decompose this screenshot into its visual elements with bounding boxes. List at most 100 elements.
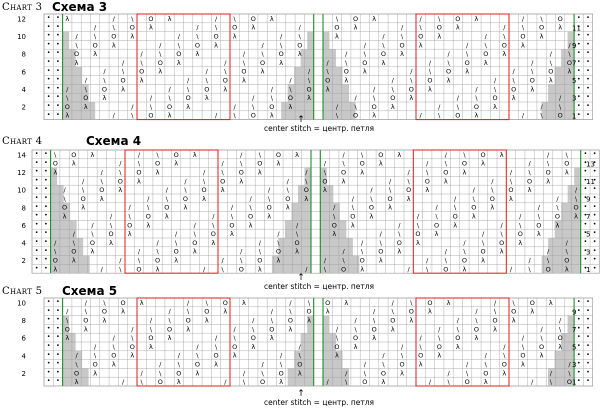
stitch-symbol: O [502,41,507,49]
stitch-symbol: O [139,68,144,76]
edge-stitch-mark: • [584,265,588,272]
stitch-symbol: O [211,230,216,238]
edge-stitch-mark: • [586,369,590,376]
stitch-symbol: \ [522,24,525,32]
stitch-symbol: λ [363,68,367,76]
row-number-even: 14 [17,151,26,159]
edge-stitch-mark: • [593,256,597,263]
stitch-symbol: λ [221,186,225,194]
edge-stitch-mark: • [44,265,48,272]
shaded-no-stitch [307,315,314,325]
stitch-symbol: \ [547,256,550,264]
edge-stitch-mark: • [584,168,588,175]
edge-stitch-mark: • [47,111,51,118]
stitch-symbol: λ [521,360,525,368]
stitch-symbol: \ [119,168,122,176]
stitch-symbol: O [279,50,284,58]
stitch-symbol: λ [481,256,485,264]
stitch-symbol: O [548,68,553,76]
edge-stitch-mark: • [44,186,48,193]
stitch-symbol: / [392,299,395,307]
stitch-symbol: \ [243,378,246,386]
stitch-symbol: / [156,239,159,247]
stitch-symbol: λ [304,195,308,203]
stitch-symbol: / [336,103,339,111]
shaded-no-stitch [574,167,581,177]
stitch-symbol: O [427,299,432,307]
stitch-symbol: \ [94,352,97,360]
stitch-symbol: / [175,230,178,238]
stitch-symbol: O [192,239,197,247]
edge-stitch-mark: • [35,194,39,201]
stitch-symbol: O [220,177,225,185]
edge-stitch-mark: • [47,334,51,341]
shaded-no-stitch [304,176,311,186]
stitch-symbol: O [155,160,160,168]
stitch-symbol: λ [379,256,383,264]
shaded-no-stitch [323,333,337,342]
stitch-symbol: O [195,360,200,368]
stitch-symbol: λ [435,230,439,238]
stitch-symbol: λ [397,151,401,159]
stitch-symbol: / [101,265,104,273]
center-label-ru: центр. петля [322,124,375,133]
stitch-symbol: \ [206,299,209,307]
stitch-symbol: \ [361,248,364,256]
row-number-even: 10 [17,33,26,41]
stitch-symbol: / [138,248,141,256]
stitch-symbol: λ [493,325,497,333]
stitch-symbol: O [118,177,123,185]
stitch-symbol: O [378,151,383,159]
stitch-symbol: O [111,352,116,360]
edge-stitch-mark: • [586,351,590,358]
stitch-symbol: λ [372,112,376,120]
stitch-symbol: λ [156,168,160,176]
stitch-symbol: / [491,177,494,185]
edge-stitch-mark: • [586,360,590,367]
row-number-odd: 5 [572,343,576,351]
stitch-symbol: \ [364,369,367,377]
stitch-symbol: / [215,15,218,23]
stitch-symbol: \ [550,378,553,386]
shaded-no-stitch [320,238,353,247]
shaded-no-stitch [567,315,575,325]
edge-stitch-mark: • [584,159,588,166]
stitch-symbol: \ [566,151,569,159]
stitch-symbol: O [306,308,311,316]
stitch-symbol: / [305,168,308,176]
stitch-symbol: λ [65,15,69,23]
shaded-no-stitch [300,49,314,58]
stitch-symbol: / [531,59,534,67]
stitch-symbol: / [336,325,339,333]
shaded-no-stitch [567,185,581,194]
stitch-symbol: O [480,248,485,256]
stitch-symbol: \ [166,195,169,203]
shaded-no-stitch [323,110,356,120]
stitch-symbol: O [257,256,262,264]
shaded-no-stitch [62,58,76,67]
stitch-symbol: λ [168,112,172,120]
stitch-symbol: \ [75,360,78,368]
row-number-even: 8 [22,317,26,325]
center-label-eq: = [313,282,320,291]
stitch-symbol: λ [186,103,190,111]
stitch-symbol: O [269,103,274,111]
stitch-symbol: \ [63,195,66,203]
stitch-symbol: O [62,204,67,212]
stitch-symbol: \ [159,369,162,377]
stitch-symbol: \ [361,151,364,159]
stitch-symbol: \ [222,168,225,176]
stitch-symbol: / [389,177,392,185]
stitch-symbol: O [465,378,470,386]
stitch-symbol: \ [380,239,383,247]
shaded-no-stitch [554,350,575,360]
stitch-symbol: \ [66,316,69,324]
stitch-symbol: O [518,230,523,238]
stitch-symbol: \ [54,248,57,256]
stitch-symbol: \ [466,50,469,58]
stitch-symbol: O [527,177,532,185]
row-number-even: 8 [22,51,26,59]
stitch-symbol: λ [121,85,125,93]
row-number-odd: 3 [572,95,576,103]
shaded-no-stitch [548,84,575,94]
